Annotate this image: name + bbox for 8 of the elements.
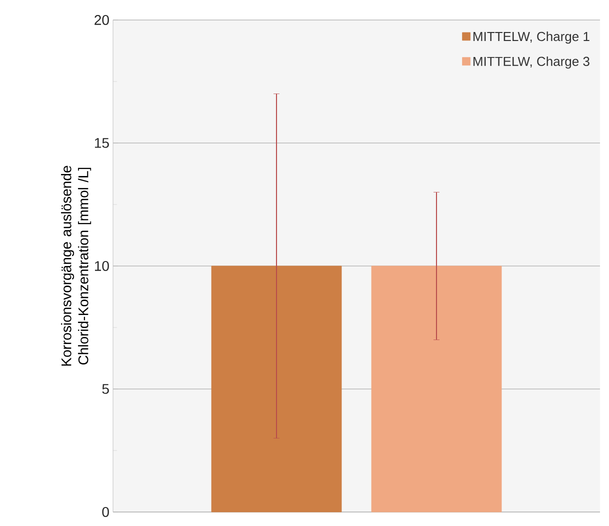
legend-label: MITTELW, Charge 3 (474, 56, 590, 69)
y-tick-label: 5 (102, 384, 109, 394)
y-tick-label: 0 (102, 507, 109, 517)
y-tick-label: 10 (94, 261, 109, 271)
legend-label: MITTELW, Charge 1 (474, 32, 590, 44)
y-axis-title: Korrosionsvorgänge auslösende Chlorid-Konzentration [mmol /L] (61, 166, 92, 366)
y-tick-label: 20 (94, 15, 109, 25)
y-tick-label: 15 (94, 138, 109, 148)
